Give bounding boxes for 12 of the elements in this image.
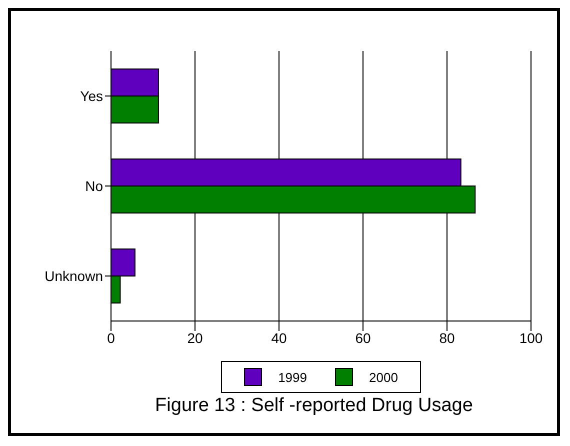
x-tick-label: 40 [271, 330, 287, 346]
legend-label: 2000 [369, 370, 398, 384]
x-tick-label: 100 [519, 330, 543, 346]
legend-label: 1999 [278, 370, 307, 384]
x-tick-label: 20 [187, 330, 203, 346]
x-tick-label: 80 [439, 330, 455, 346]
x-tick-label: 0 [107, 330, 116, 346]
text: Figure 13 : Self -reported Drug Usage [154, 395, 474, 417]
y-tick-label: No [85, 178, 104, 194]
x-tick-label: 60 [355, 330, 371, 346]
y-tick-label: Yes [80, 88, 103, 104]
y-tick-label: Unknown [44, 268, 103, 284]
